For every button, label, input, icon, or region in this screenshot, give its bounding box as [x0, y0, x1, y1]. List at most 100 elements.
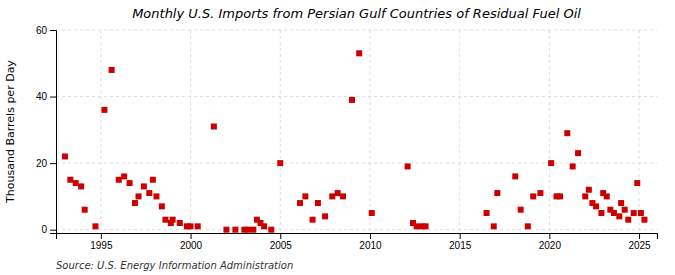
tick: 0 [41, 224, 56, 235]
grid-line [369, 30, 370, 233]
point [250, 227, 256, 233]
point [557, 193, 563, 199]
tick-mark [50, 97, 56, 98]
tick-label: 1995 [90, 240, 113, 251]
point [162, 217, 168, 223]
point [604, 193, 610, 199]
point [170, 217, 176, 223]
grid-line [639, 30, 640, 233]
point [494, 190, 500, 196]
tick-label: 2010 [359, 240, 382, 251]
grid [56, 30, 657, 233]
tick: 2010 [359, 233, 382, 251]
title: Monthly U.S. Imports from Persian Gulf C… [132, 6, 581, 21]
point [92, 223, 98, 229]
grid-line [56, 30, 657, 31]
tick: 2015 [449, 233, 472, 251]
tick-label: 2025 [628, 240, 651, 251]
point [423, 223, 429, 229]
grid-line [459, 30, 460, 233]
tick-mark [460, 233, 461, 239]
point [356, 50, 362, 56]
plot: 1995 2000 2005 2010 2015 2020 2025 0 20 40 60 [36, 25, 658, 251]
x-axis: 1995 2000 2005 2010 2015 2020 2025 [57, 233, 658, 251]
point [586, 187, 592, 193]
point [518, 207, 524, 213]
axis-line [50, 31, 57, 234]
point [82, 207, 88, 213]
points [62, 50, 647, 232]
point [491, 223, 497, 229]
tick-label: 60 [36, 25, 48, 36]
point [570, 163, 576, 169]
point [484, 210, 490, 216]
point [211, 124, 217, 130]
annotation: Source: U.S. Energy Information Administ… [56, 260, 293, 271]
point [121, 173, 127, 179]
grid-line [100, 30, 101, 233]
point [622, 207, 628, 213]
point [631, 210, 637, 216]
tick-label: 2015 [449, 240, 472, 251]
point [232, 227, 238, 233]
tick-mark [50, 163, 56, 164]
y-axis: 0 20 40 60 [36, 25, 57, 236]
point [512, 173, 518, 179]
tick: 60 [36, 25, 56, 36]
point [109, 67, 115, 73]
tick-label: 40 [36, 91, 48, 102]
tick: 20 [36, 158, 56, 169]
point [618, 200, 624, 206]
point [593, 203, 599, 209]
point [322, 213, 328, 219]
point [150, 177, 156, 183]
point [414, 223, 420, 229]
point [310, 217, 316, 223]
point [195, 223, 201, 229]
tick: 40 [36, 91, 56, 102]
point [302, 193, 308, 199]
point [261, 223, 267, 229]
point [641, 217, 647, 223]
point [405, 163, 411, 169]
point [177, 220, 183, 226]
point [136, 193, 142, 199]
point [530, 193, 536, 199]
point [127, 180, 133, 186]
point [564, 130, 570, 136]
point [611, 210, 617, 216]
point [132, 200, 138, 206]
point [575, 150, 581, 156]
tick-label: 2000 [180, 240, 203, 251]
tick-mark [370, 233, 371, 239]
point [153, 193, 159, 199]
point [340, 193, 346, 199]
point [78, 183, 84, 189]
point [159, 203, 165, 209]
tick-label: 2020 [539, 240, 562, 251]
point [525, 223, 531, 229]
point [315, 200, 321, 206]
grid-line [56, 163, 657, 164]
tick-mark [639, 233, 640, 239]
tick-mark [101, 233, 102, 239]
grid-line [56, 96, 657, 97]
point [634, 180, 640, 186]
tick-label: 2005 [270, 240, 293, 251]
point [548, 160, 554, 166]
point [101, 107, 107, 113]
tick-mark [50, 30, 56, 31]
point [245, 227, 251, 233]
tick-mark [549, 233, 550, 239]
point [62, 153, 68, 159]
tick-label: 20 [36, 158, 48, 169]
y-axis-title: Thousand Barrels per Day [4, 60, 17, 204]
tick: 2020 [539, 233, 562, 251]
tick: 2025 [628, 233, 651, 251]
tick-mark [50, 230, 56, 231]
point [598, 210, 604, 216]
point [67, 177, 73, 183]
point [116, 177, 122, 183]
point [625, 217, 631, 223]
point [146, 190, 152, 196]
